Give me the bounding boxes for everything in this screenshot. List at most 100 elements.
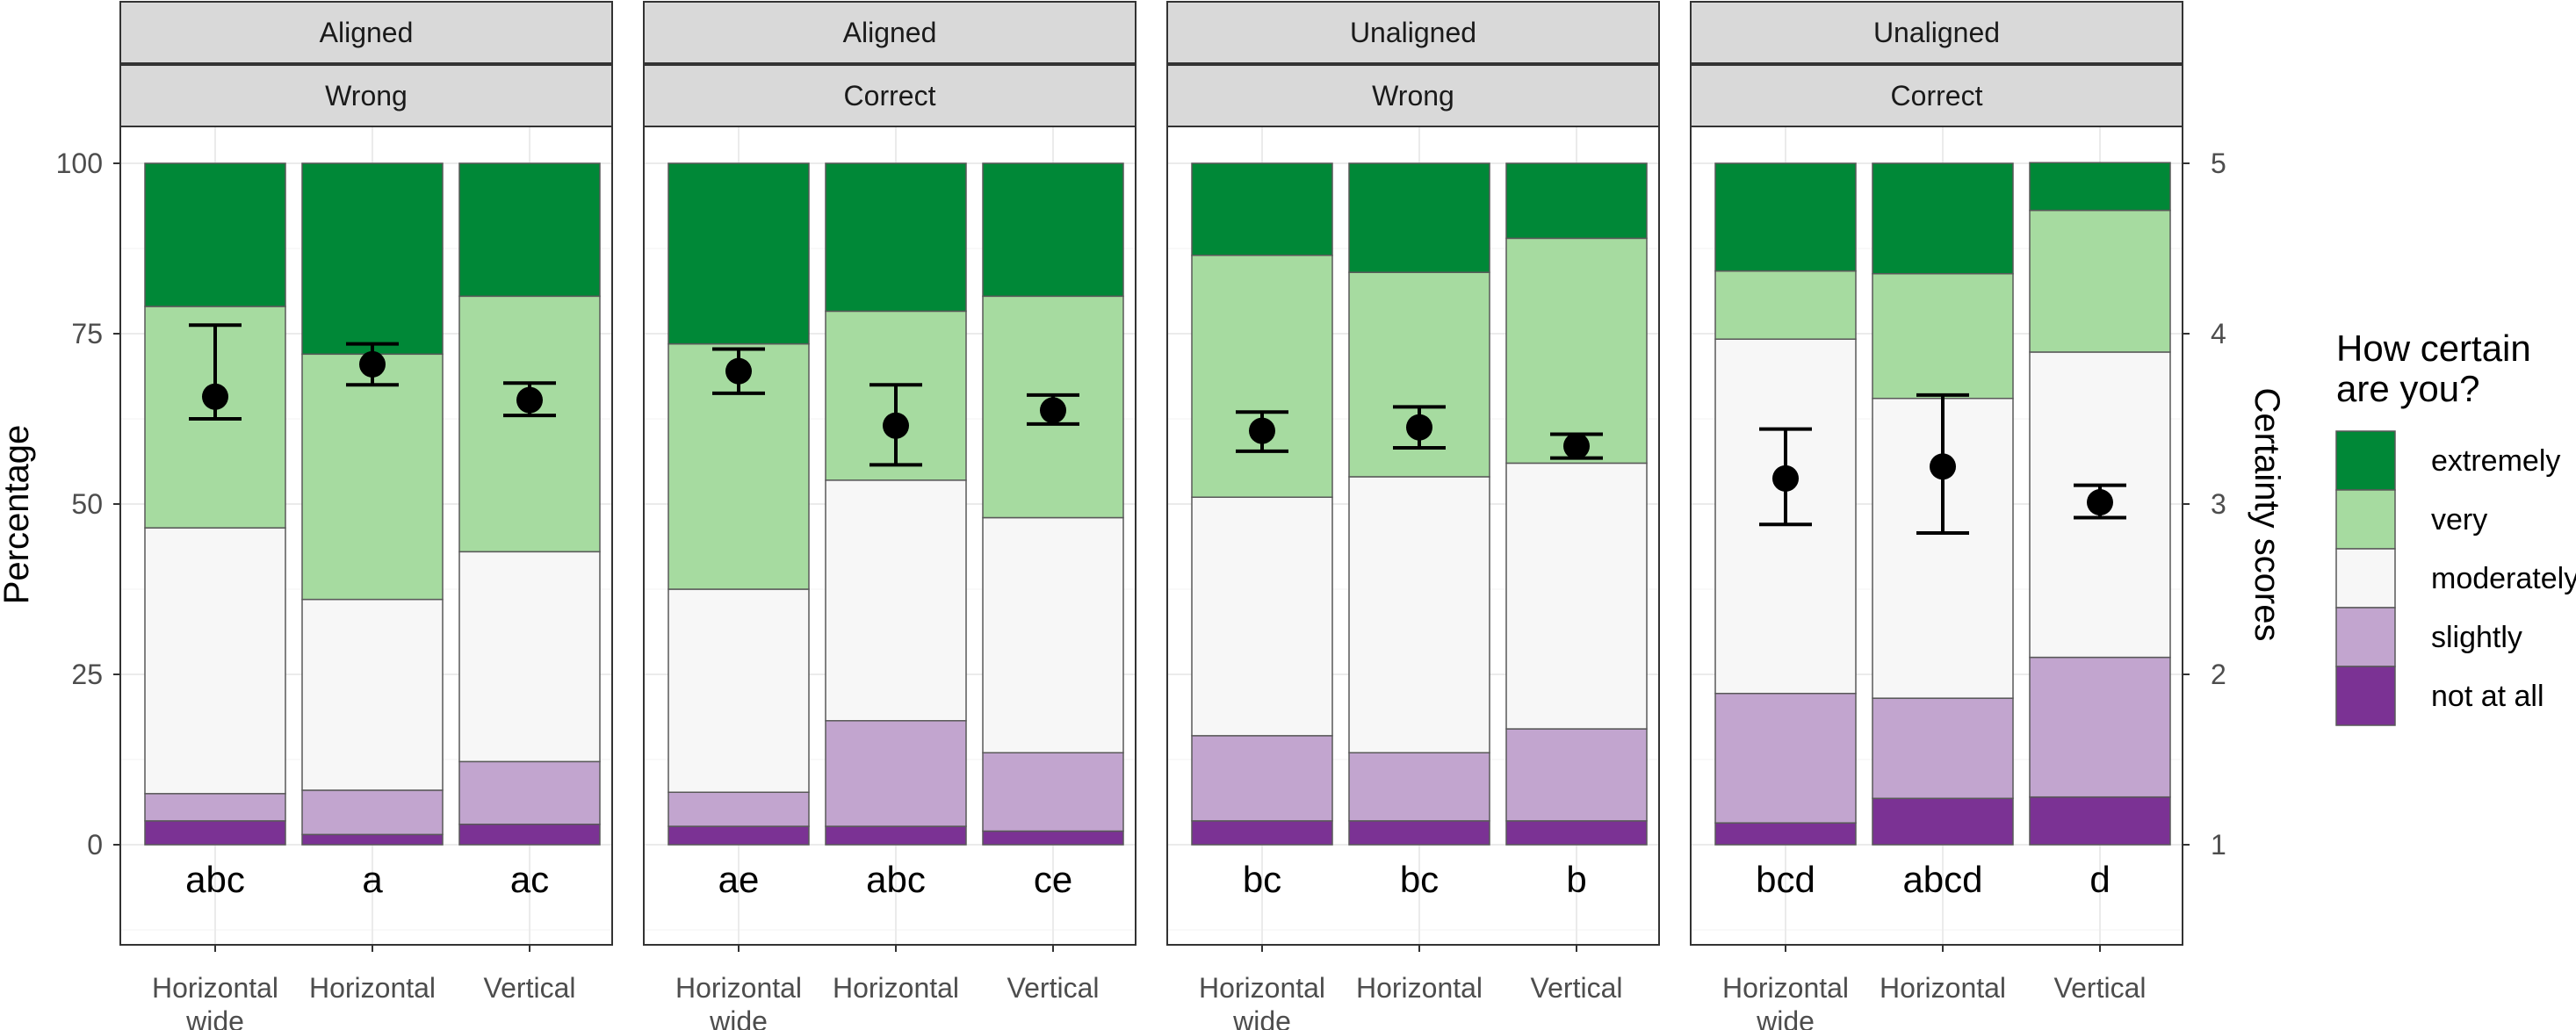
significance-letters: abc [866,859,926,900]
facet-strip-bottom [643,64,1136,127]
panel-border [1690,126,2183,946]
significance-letters: ce [1034,859,1072,900]
x-tick-label-line: Vertical [1007,972,1100,1004]
bar-group: bc Horizontal wide [1191,162,1333,1030]
bar-segment-very [1714,270,1857,340]
x-tick-label: Horizontal wide [152,972,278,1030]
bar-segment-moderately [825,479,967,722]
bar-segment-not-at-all [1191,820,1333,846]
x-tick-label-line: wide [1232,1005,1291,1030]
bar-segment-slightly [2029,656,2171,798]
bar-group: ce Vertical [982,162,1124,1004]
x-tick-label: Horizontal [1880,972,2006,1004]
panel-border [1166,126,1660,946]
bar-segment-slightly [982,752,1124,832]
significance-letters: bc [1400,859,1439,900]
bar-segment-not-at-all [1714,822,1857,846]
y-axis-title-left: Percentage [0,425,36,605]
right-y-axis: 1 2 3 4 5 [2183,148,2226,861]
significance-letters: bc [1243,859,1281,900]
x-tick-label-line: Horizontal [152,972,278,1004]
facet-strip-bottom-label: Wrong [1372,80,1454,112]
bar-segment-very [301,353,444,601]
x-tick-label-line: Horizontal [1199,972,1325,1004]
facet-strip-bottom-label: Wrong [325,80,408,112]
bar-segment-slightly [1872,697,2014,799]
facet-strip-top-label: Unaligned [1873,17,2000,48]
bar-segment-very [1505,237,1648,465]
legend-title: are you? [2336,368,2479,409]
bar-segment-moderately [1191,496,1333,737]
y-tick-label-left: 75 [71,318,103,349]
bar-segment-not-at-all [1348,820,1490,846]
bar-segment-slightly [825,720,967,827]
facet-strip-bottom-label: Correct [1891,80,1983,112]
significance-letters: bcd [1756,859,1815,900]
facet-strip-top-label: Unaligned [1350,17,1476,48]
x-tick-label-line: Vertical [1531,972,1623,1004]
bar-segment-not-at-all [2029,796,2171,846]
bar-segment-moderately [1348,476,1490,753]
bar-segment-very [1191,255,1333,498]
bar-segment-slightly [1348,752,1490,822]
x-tick-label-line: Horizontal [1722,972,1849,1004]
x-tick-label-line: Horizontal [675,972,802,1004]
legend-title: How certain [2336,328,2531,369]
bar-segment-extremely [667,162,810,345]
bar-segment-moderately [144,527,286,795]
bar-segment-extremely [982,162,1124,298]
bar-segment-slightly [1714,692,1857,824]
bar-group: bc Horizontal [1348,162,1490,1004]
legend-key-extremely [2335,430,2396,491]
bar-segment-not-at-all [144,820,286,846]
x-tick-label-line: Horizontal [1356,972,1483,1004]
bar-group: b Vertical [1505,162,1648,1004]
bar-group: ac Vertical [458,162,601,1004]
bar-segment-slightly [458,760,601,825]
x-tick-label: Horizontal [833,972,959,1004]
bar-group: abc Horizontal [825,162,967,1004]
x-tick-label-line: Horizontal [309,972,436,1004]
bar-segment-moderately [982,516,1124,753]
mean-point [1772,465,1799,492]
facet-strip-bottom [119,64,613,127]
legend-label: not at all [2431,680,2544,713]
bar-segment-extremely [301,162,444,356]
bar-segment-moderately [667,588,810,793]
bar-segment-extremely [144,162,286,307]
facet-strip-bottom-label: Correct [844,80,936,112]
bar-segment-extremely [458,162,601,298]
panel-border [119,126,613,946]
facet-strip-top [1166,1,1660,64]
bar-group: abc Horizontal wide [144,162,286,1030]
bar-segment-extremely [1191,162,1333,256]
y-tick-label-right: 4 [2211,318,2226,349]
x-tick-label: Horizontal wide [675,972,802,1030]
x-tick-label: Vertical [484,972,576,1004]
bar-segment-not-at-all [1505,820,1648,846]
bar-segment-extremely [1872,162,2014,275]
bar-segment-very [2029,209,2171,353]
panel-border [643,126,1136,946]
facet-strip-top [119,1,613,64]
significance-letters: a [362,859,383,900]
x-tick-label: Horizontal wide [1199,972,1325,1030]
legend-key-very [2335,489,2396,550]
y-tick-label-right: 5 [2211,148,2226,179]
mean-point [202,383,228,410]
bar-segment-slightly [144,793,286,822]
x-tick-label: Vertical [1531,972,1623,1004]
facet-strip-top-label: Aligned [320,17,414,48]
bar-group: ae Horizontal wide [667,162,810,1030]
bar-segment-extremely [2029,162,2171,212]
significance-letters: d [2089,859,2110,900]
bar-group: d Vertical [2029,162,2171,1004]
legend-label: very [2431,503,2487,537]
bar-segment-extremely [1348,162,1490,273]
legend-key-moderately [2335,548,2396,609]
